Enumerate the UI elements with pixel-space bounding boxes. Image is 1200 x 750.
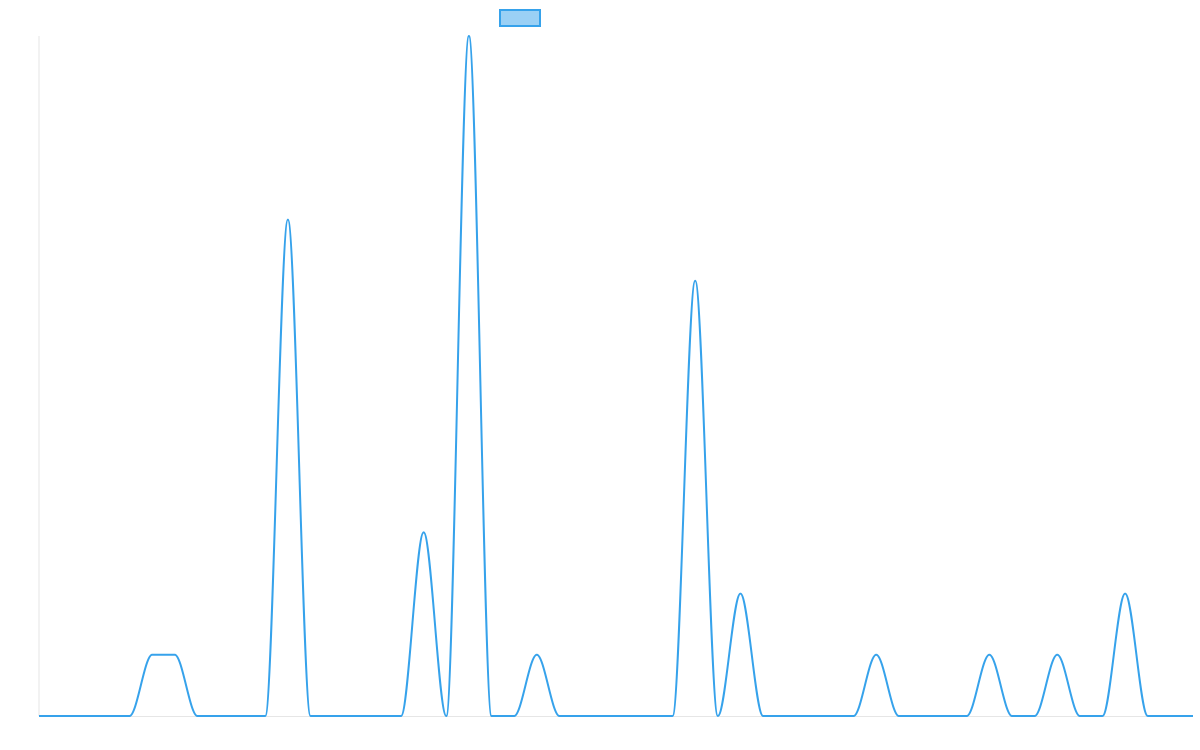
data-point[interactable] [917,712,925,720]
data-point[interactable] [1008,712,1016,720]
data-point[interactable] [329,712,337,720]
data-point[interactable] [397,712,405,720]
data-point[interactable] [103,712,111,720]
data-point[interactable] [736,590,744,598]
data-point[interactable] [782,712,790,720]
data-point[interactable] [578,712,586,720]
data-point[interactable] [1053,651,1061,659]
data-point[interactable] [533,651,541,659]
data-point[interactable] [985,651,993,659]
data-point[interactable] [488,712,496,720]
legend-swatch[interactable] [499,9,541,27]
data-point[interactable] [171,651,179,659]
data-point[interactable] [307,712,315,720]
data-point[interactable] [669,712,677,720]
data-point[interactable] [193,712,201,720]
data-point[interactable] [963,712,971,720]
data-point[interactable] [1076,712,1084,720]
data-point[interactable] [804,712,812,720]
data-point[interactable] [126,712,134,720]
data-point[interactable] [646,712,654,720]
data-point[interactable] [872,651,880,659]
data-point[interactable] [284,216,292,224]
data-point[interactable] [759,712,767,720]
data-point[interactable] [58,712,66,720]
data-point[interactable] [1166,712,1174,720]
legend [499,9,541,27]
data-point[interactable] [216,712,224,720]
data-point[interactable] [239,712,247,720]
data-point[interactable] [601,712,609,720]
data-point[interactable] [80,712,88,720]
data-point[interactable] [148,651,156,659]
data-point[interactable] [442,712,450,720]
data-point[interactable] [1098,712,1106,720]
data-point[interactable] [465,32,473,40]
data-point[interactable] [510,712,518,720]
data-point[interactable] [374,712,382,720]
data-point[interactable] [850,712,858,720]
data-point[interactable] [261,712,269,720]
data-point[interactable] [1031,712,1039,720]
data-point[interactable] [623,712,631,720]
data-point[interactable] [1121,590,1129,598]
data-point[interactable] [940,712,948,720]
series-line-0 [39,35,1193,717]
data-point[interactable] [714,712,722,720]
data-point[interactable] [691,277,699,285]
data-point[interactable] [1189,712,1197,720]
data-point[interactable] [827,712,835,720]
data-point[interactable] [895,712,903,720]
series-layer [35,32,1197,720]
data-point[interactable] [1144,712,1152,720]
data-point[interactable] [352,712,360,720]
data-point[interactable] [420,528,428,536]
data-point[interactable] [555,712,563,720]
data-point[interactable] [35,712,43,720]
